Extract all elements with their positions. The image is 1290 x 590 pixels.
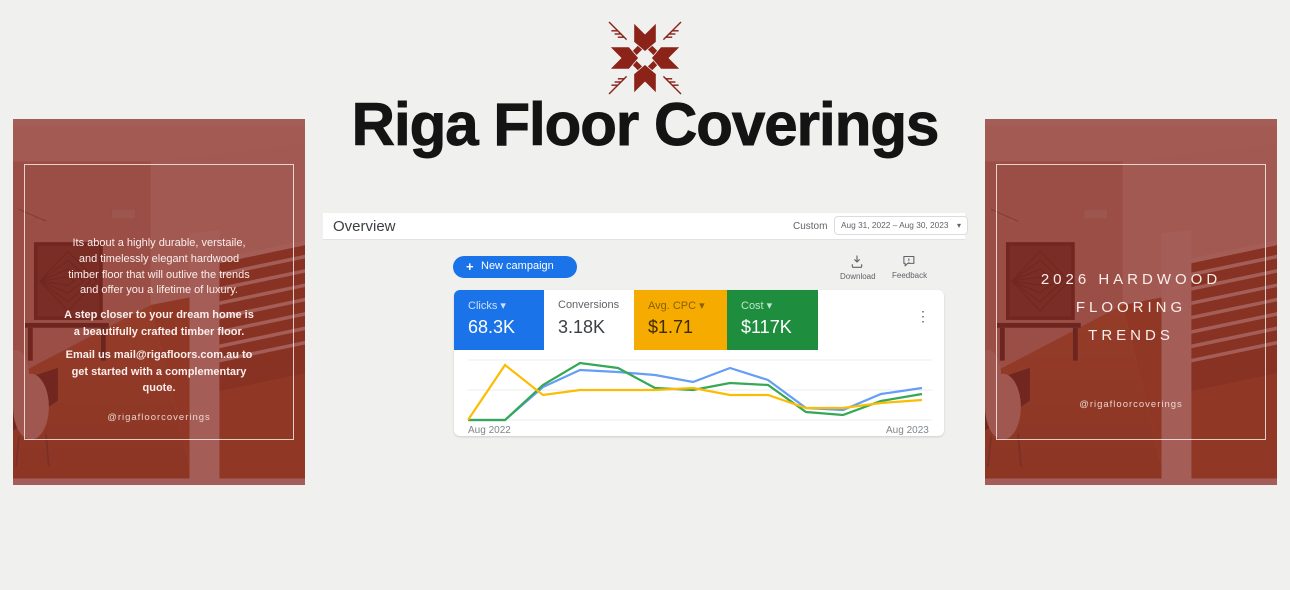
svg-text:Aug 2023: Aug 2023 xyxy=(886,425,929,436)
svg-text:Aug 2022: Aug 2022 xyxy=(468,425,511,436)
